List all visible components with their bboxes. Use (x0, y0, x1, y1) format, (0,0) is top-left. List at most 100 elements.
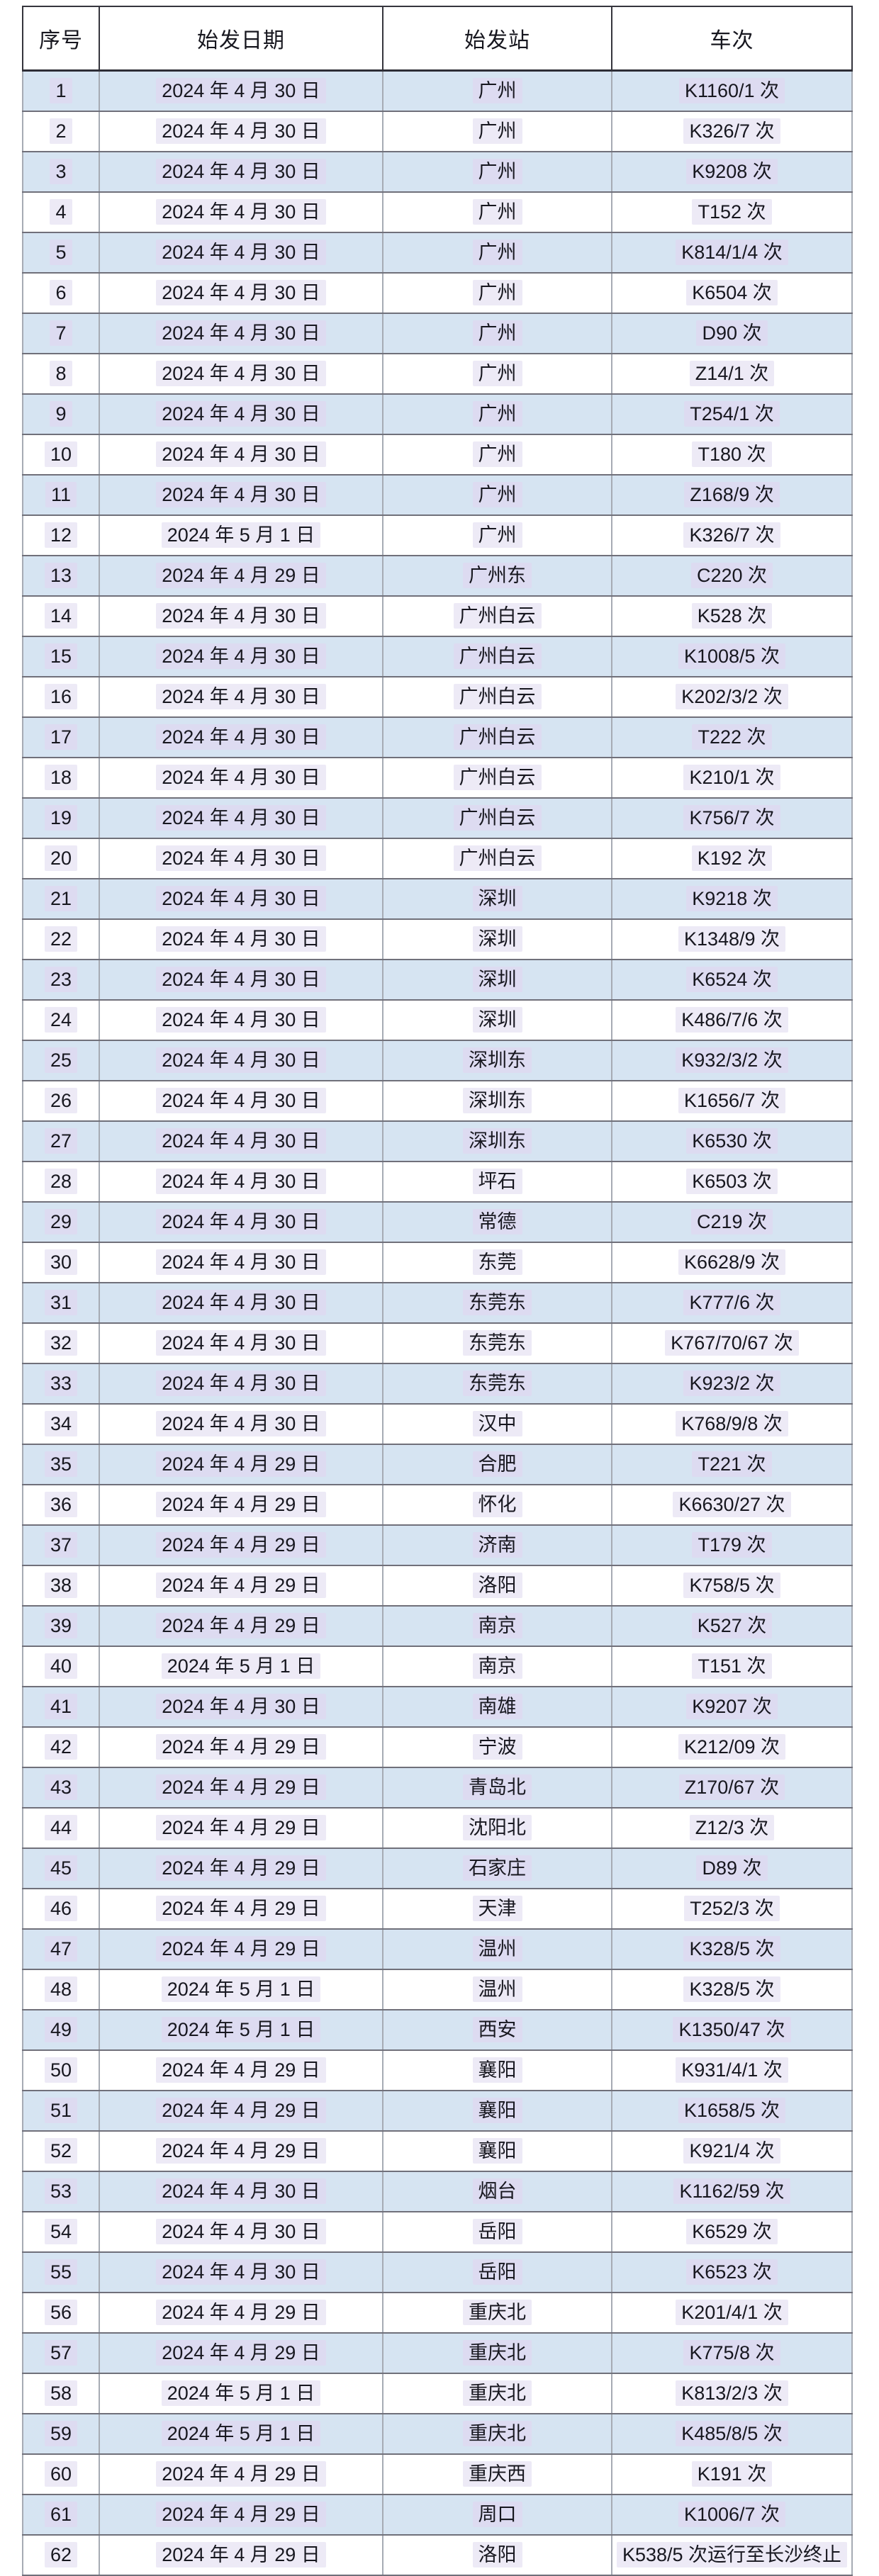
station-text: 广州 (472, 320, 522, 346)
cell-serial: 48 (22, 1969, 100, 2010)
serial-text: 27 (44, 1127, 78, 1154)
date-text: 2024 年 4 月 30 日 (156, 481, 326, 507)
station-text: 烟台 (472, 2178, 522, 2204)
cell-serial: 24 (22, 999, 100, 1041)
cell-serial: 56 (22, 2292, 100, 2334)
cell-date: 2024 年 4 月 29 日 (99, 1484, 383, 1526)
cell-date: 2024 年 4 月 30 日 (99, 959, 383, 1001)
cell-serial: 1 (22, 69, 100, 112)
cell-date: 2024 年 4 月 29 日 (99, 2332, 383, 2374)
station-text: 深圳东 (463, 1127, 532, 1154)
cell-train: K1656/7 次 (611, 1080, 853, 1122)
serial-text: 26 (44, 1087, 78, 1113)
cell-serial: 9 (22, 393, 100, 435)
cell-train: T179 次 (611, 1524, 853, 1566)
cell-serial: 17 (22, 716, 100, 758)
cell-serial: 21 (22, 878, 100, 920)
cell-station: 怀化 (382, 1484, 612, 1526)
cell-station: 深圳 (382, 999, 612, 1041)
cell-serial: 60 (22, 2453, 100, 2495)
train-text: Z168/9 次 (684, 481, 780, 507)
date-text: 2024 年 4 月 30 日 (156, 320, 326, 346)
serial-text: 58 (44, 2380, 78, 2406)
train-text: K758/5 次 (683, 1572, 780, 1598)
date-text: 2024 年 4 月 30 日 (156, 360, 326, 386)
station-text: 宁波 (472, 1733, 522, 1760)
serial-text: 2 (50, 118, 72, 144)
date-text: 2024 年 4 月 30 日 (156, 1006, 326, 1033)
cell-station: 温州 (382, 1969, 612, 2010)
table-row: 61 2024 年 4 月 29 日 周口 K1006/7 次 (22, 2494, 853, 2536)
cell-date: 2024 年 4 月 30 日 (99, 1686, 383, 1728)
serial-text: 23 (44, 966, 78, 992)
station-text: 怀化 (472, 1491, 522, 1517)
table-row: 51 2024 年 4 月 29 日 襄阳 K1658/5 次 (22, 2090, 853, 2132)
cell-train: K201/4/1 次 (611, 2292, 853, 2334)
serial-text: 35 (44, 1451, 78, 1477)
station-text: 广州东 (463, 562, 532, 588)
cell-station: 深圳 (382, 878, 612, 920)
table-row: 56 2024 年 4 月 29 日 重庆北 K201/4/1 次 (22, 2292, 853, 2334)
cell-station: 广州 (382, 272, 612, 314)
train-text: K326/7 次 (683, 522, 780, 548)
cell-date: 2024 年 4 月 30 日 (99, 1201, 383, 1243)
station-text: 东莞东 (463, 1329, 532, 1356)
table-row: 59 2024 年 5 月 1 日 重庆北 K485/8/5 次 (22, 2413, 853, 2455)
train-text: K9207 次 (686, 1693, 778, 1719)
cell-serial: 35 (22, 1444, 100, 1485)
train-text: K202/3/2 次 (676, 683, 788, 709)
station-text: 重庆北 (463, 2380, 532, 2406)
serial-text: 47 (44, 1935, 78, 1962)
cell-station: 广州 (382, 434, 612, 476)
cell-serial: 33 (22, 1363, 100, 1405)
train-text: K527 次 (691, 1612, 773, 1638)
cell-serial: 10 (22, 434, 100, 476)
cell-train: K6523 次 (611, 2251, 853, 2293)
cell-station: 宁波 (382, 1726, 612, 1768)
cell-date: 2024 年 4 月 29 日 (99, 2090, 383, 2132)
table-row: 37 2024 年 4 月 29 日 济南 T179 次 (22, 1524, 853, 1566)
train-text: D89 次 (696, 1855, 768, 1881)
train-text: K328/5 次 (683, 1935, 780, 1962)
cell-date: 2024 年 4 月 29 日 (99, 1807, 383, 1849)
cell-serial: 16 (22, 676, 100, 718)
train-text: K6523 次 (686, 2259, 778, 2285)
cell-date: 2024 年 4 月 30 日 (99, 797, 383, 839)
date-text: 2024 年 4 月 30 日 (156, 845, 326, 871)
table-row: 5 2024 年 4 月 30 日 广州 K814/1/4 次 (22, 232, 853, 274)
cell-train: T221 次 (611, 1444, 853, 1485)
cell-serial: 46 (22, 1888, 100, 1930)
train-text: K6504 次 (686, 279, 778, 305)
date-text: 2024 年 4 月 30 日 (156, 158, 326, 184)
cell-station: 广州 (382, 151, 612, 193)
table-row: 30 2024 年 4 月 30 日 东莞 K6628/9 次 (22, 1242, 853, 1283)
station-text: 常德 (472, 1208, 522, 1234)
cell-station: 重庆北 (382, 2292, 612, 2334)
cell-train: K1160/1 次 (611, 69, 853, 112)
date-text: 2024 年 4 月 30 日 (156, 683, 326, 709)
date-text: 2024 年 4 月 29 日 (156, 1491, 326, 1517)
cell-serial: 23 (22, 959, 100, 1001)
cell-train: D90 次 (611, 313, 853, 354)
table-row: 32 2024 年 4 月 30 日 东莞东 K767/70/67 次 (22, 1322, 853, 1364)
train-text: K756/7 次 (683, 804, 780, 831)
cell-date: 2024 年 4 月 29 日 (99, 555, 383, 597)
date-text: 2024 年 4 月 30 日 (156, 198, 326, 225)
station-text: 广州 (472, 198, 522, 225)
cell-station: 常德 (382, 1201, 612, 1243)
date-text: 2024 年 4 月 30 日 (156, 602, 326, 629)
cell-date: 2024 年 4 月 29 日 (99, 1847, 383, 1889)
serial-text: 54 (44, 2218, 78, 2244)
cell-station: 坪石 (382, 1161, 612, 1203)
table-row: 12 2024 年 5 月 1 日 广州 K326/7 次 (22, 514, 853, 556)
cell-station: 洛阳 (382, 1565, 612, 1607)
table-row: 36 2024 年 4 月 29 日 怀化 K6630/27 次 (22, 1484, 853, 1526)
cell-station: 广州 (382, 514, 612, 556)
cell-station: 广州 (382, 353, 612, 395)
station-text: 广州白云 (453, 724, 542, 750)
cell-serial: 14 (22, 595, 100, 637)
cell-train: T252/3 次 (611, 1888, 853, 1930)
serial-text: 51 (44, 2097, 78, 2123)
station-text: 石家庄 (463, 1855, 532, 1881)
cell-serial: 61 (22, 2494, 100, 2536)
